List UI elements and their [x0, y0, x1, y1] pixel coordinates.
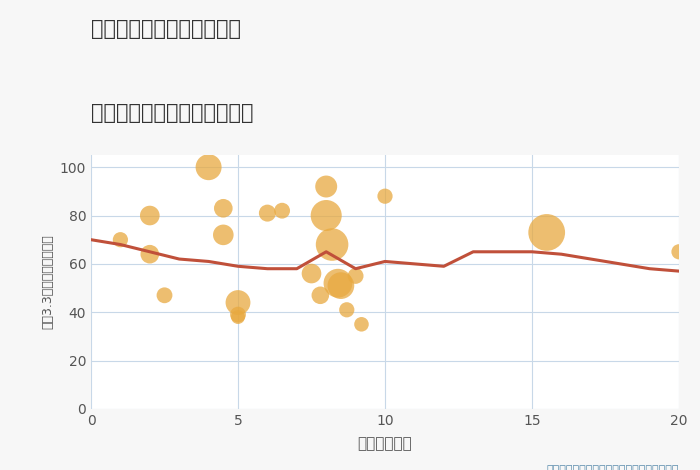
- Point: [232, 299, 244, 306]
- Point: [321, 212, 332, 219]
- Point: [673, 248, 685, 256]
- Point: [232, 311, 244, 318]
- X-axis label: 駅距離（分）: 駅距離（分）: [358, 436, 412, 451]
- Point: [144, 212, 155, 219]
- Text: 三重県松阪市嬉野島田町の: 三重県松阪市嬉野島田町の: [91, 19, 241, 39]
- Point: [262, 209, 273, 217]
- Text: 駅距離別中古マンション価格: 駅距離別中古マンション価格: [91, 103, 253, 124]
- Point: [144, 251, 155, 258]
- Point: [203, 164, 214, 171]
- Y-axis label: 坪（3.3㎡）単価（万円）: 坪（3.3㎡）単価（万円）: [41, 235, 54, 329]
- Point: [541, 229, 552, 236]
- Point: [218, 204, 229, 212]
- Text: 円の大きさは、取引のあった物件面積を示す: 円の大きさは、取引のあった物件面積を示す: [547, 465, 679, 470]
- Point: [350, 272, 361, 280]
- Point: [315, 291, 326, 299]
- Point: [326, 241, 337, 248]
- Point: [356, 321, 367, 328]
- Point: [341, 306, 352, 313]
- Point: [332, 280, 344, 287]
- Point: [306, 270, 317, 277]
- Point: [379, 192, 391, 200]
- Point: [276, 207, 288, 214]
- Point: [335, 282, 346, 290]
- Point: [218, 231, 229, 239]
- Point: [232, 313, 244, 321]
- Point: [115, 236, 126, 243]
- Point: [321, 183, 332, 190]
- Point: [159, 291, 170, 299]
